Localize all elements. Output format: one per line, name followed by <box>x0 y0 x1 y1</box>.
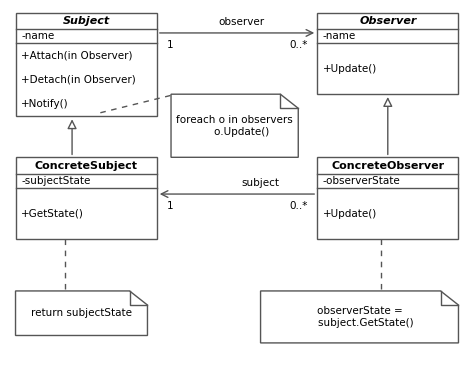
Bar <box>317 12 458 94</box>
Text: Observer: Observer <box>359 16 417 26</box>
FancyArrowPatch shape <box>68 121 76 154</box>
Text: -subjectState: -subjectState <box>21 176 91 186</box>
Text: +Detach(in Observer): +Detach(in Observer) <box>21 75 136 85</box>
Polygon shape <box>261 291 458 343</box>
Text: +Attach(in Observer): +Attach(in Observer) <box>21 50 133 61</box>
Text: +Update(): +Update() <box>323 209 377 218</box>
Bar <box>16 12 157 116</box>
Text: 0..*: 0..* <box>289 40 308 50</box>
Text: +Notify(): +Notify() <box>21 99 69 109</box>
Text: observerState =
    subject.GetState(): observerState = subject.GetState() <box>305 306 414 328</box>
Bar <box>16 157 157 239</box>
Text: 0..*: 0..* <box>289 201 308 211</box>
Polygon shape <box>16 291 147 335</box>
Text: +Update(): +Update() <box>323 64 377 74</box>
Text: -name: -name <box>21 31 55 41</box>
Text: return subjectState: return subjectState <box>31 308 132 318</box>
Text: -observerState: -observerState <box>323 176 401 186</box>
Bar <box>317 157 458 239</box>
Text: -name: -name <box>323 31 356 41</box>
Text: +GetState(): +GetState() <box>21 209 84 218</box>
Text: subject: subject <box>242 178 280 188</box>
FancyArrowPatch shape <box>160 30 313 36</box>
Text: 1: 1 <box>166 40 173 50</box>
Text: Subject: Subject <box>63 16 110 26</box>
Text: observer: observer <box>219 17 265 27</box>
Polygon shape <box>171 94 298 157</box>
Text: ConcreteObserver: ConcreteObserver <box>331 161 444 171</box>
Text: foreach o in observers
    o.Update(): foreach o in observers o.Update() <box>176 115 293 137</box>
Text: 1: 1 <box>166 201 173 211</box>
FancyArrowPatch shape <box>161 191 314 197</box>
FancyArrowPatch shape <box>384 98 392 154</box>
Text: ConcreteSubject: ConcreteSubject <box>35 161 138 171</box>
